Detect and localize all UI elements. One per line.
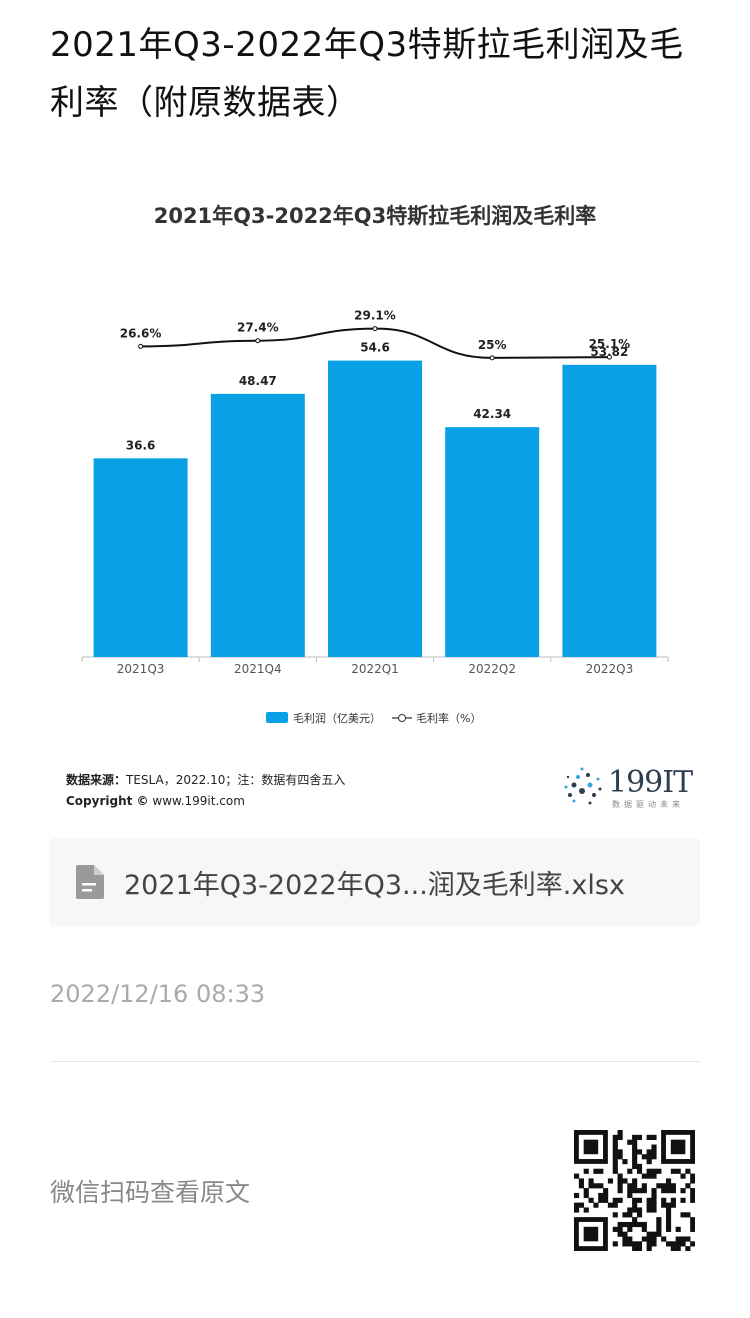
bar (445, 427, 540, 657)
line-value-label: 26.6% (120, 326, 162, 340)
logo-sub: 数据驱动未来 (612, 800, 684, 809)
divider (50, 1061, 700, 1062)
line-value-label: 25% (478, 338, 507, 352)
bar-value-label: 48.47 (239, 374, 277, 388)
line-value-label: 27.4% (237, 321, 279, 335)
bar (93, 458, 188, 657)
attachment-card[interactable]: 2021年Q3-2022年Q3...润及毛利率.xlsx (50, 838, 700, 926)
copyright-label: Copyright © (66, 794, 149, 808)
qr-label: 微信扫码查看原文 (50, 1178, 251, 1207)
article-title: 2021年Q3-2022年Q3特斯拉毛利润及毛利率（附原数据表） (50, 25, 684, 123)
bar (328, 360, 422, 657)
chart-source: 数据来源：TESLA，2022.10；注：数据有四舍五入 Copyright ©… (66, 770, 345, 812)
attachment-name: 2021年Q3-2022年Q3...润及毛利率.xlsx (124, 869, 625, 901)
legend-label-bar: 毛利润（亿美元） (293, 711, 381, 725)
legend-label-line: 毛利率（%） (416, 711, 481, 725)
file-icon (76, 865, 104, 899)
brand-logo: 199IT 数据驱动未来 (560, 765, 700, 811)
logo-text: 199IT (608, 765, 693, 800)
bar-value-label: 36.6 (126, 438, 156, 452)
bar-value-label: 53.82 (590, 345, 628, 359)
chart-title: 2021年Q3-2022年Q3特斯拉毛利润及毛利率 (153, 204, 597, 228)
line-point (138, 343, 144, 349)
chart-image: 2021年Q3-2022年Q3特斯拉毛利润及毛利率 36.6 2021Q3 48.4… (50, 170, 700, 830)
line-value-label: 29.1% (354, 309, 396, 323)
x-tick-label: 2022Q2 (468, 662, 516, 676)
legend-swatch-bar (266, 712, 288, 723)
legend-swatch-point (398, 714, 406, 722)
chart-svg: 36.6 2021Q3 48.47 2021Q4 54.6 2022Q1 42.34 2022… (81, 309, 669, 725)
line-value-label: 25.1% (589, 337, 631, 351)
logo-dots-icon (564, 767, 602, 805)
line-point (372, 326, 378, 332)
line-point (255, 338, 261, 344)
bar-value-label: 54.6 (360, 341, 390, 355)
source-label: 数据来源： (66, 773, 127, 787)
bar (562, 364, 657, 657)
x-tick-label: 2021Q4 (234, 662, 282, 676)
bar (210, 393, 305, 657)
copyright-text: www.199it.com (152, 794, 245, 808)
x-tick-label: 2021Q3 (117, 662, 165, 676)
line-point (606, 354, 612, 360)
qr-code-icon[interactable] (574, 1130, 695, 1251)
bar-value-label: 42.34 (473, 407, 511, 421)
publish-timestamp: 2022/12/16 08:33 (50, 980, 266, 1008)
source-text: TESLA，2022.10；注：数据有四舍五入 (126, 773, 346, 787)
x-tick-label: 2022Q3 (586, 662, 634, 676)
line-point (489, 355, 495, 361)
x-tick-label: 2022Q1 (351, 662, 399, 676)
